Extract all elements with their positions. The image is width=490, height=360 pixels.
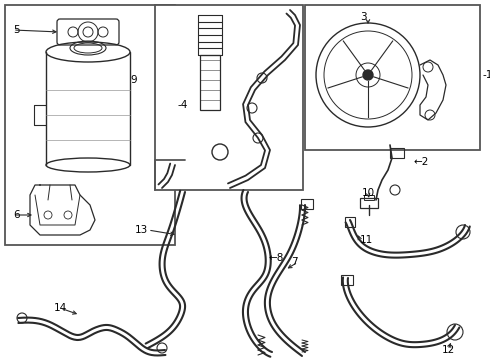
Text: -1: -1 <box>482 70 490 80</box>
Text: ←8: ←8 <box>268 253 283 263</box>
Text: 10: 10 <box>362 188 374 198</box>
Text: 11: 11 <box>360 235 373 245</box>
Bar <box>360 198 378 208</box>
Text: 12: 12 <box>441 345 455 355</box>
Bar <box>200 55 220 110</box>
Text: 7: 7 <box>292 257 298 267</box>
Bar <box>155 5 303 190</box>
Text: -4: -4 <box>177 100 187 110</box>
Bar <box>364 195 374 200</box>
Bar <box>390 148 404 158</box>
Text: 13: 13 <box>135 225 148 235</box>
Text: 14: 14 <box>53 303 67 313</box>
Text: 9: 9 <box>130 75 137 85</box>
Circle shape <box>363 70 373 80</box>
Text: ←2: ←2 <box>413 157 428 167</box>
Text: 3: 3 <box>360 12 367 22</box>
Text: 6: 6 <box>13 210 20 220</box>
Text: 5: 5 <box>13 25 20 35</box>
Bar <box>5 5 175 245</box>
Bar <box>305 5 480 150</box>
